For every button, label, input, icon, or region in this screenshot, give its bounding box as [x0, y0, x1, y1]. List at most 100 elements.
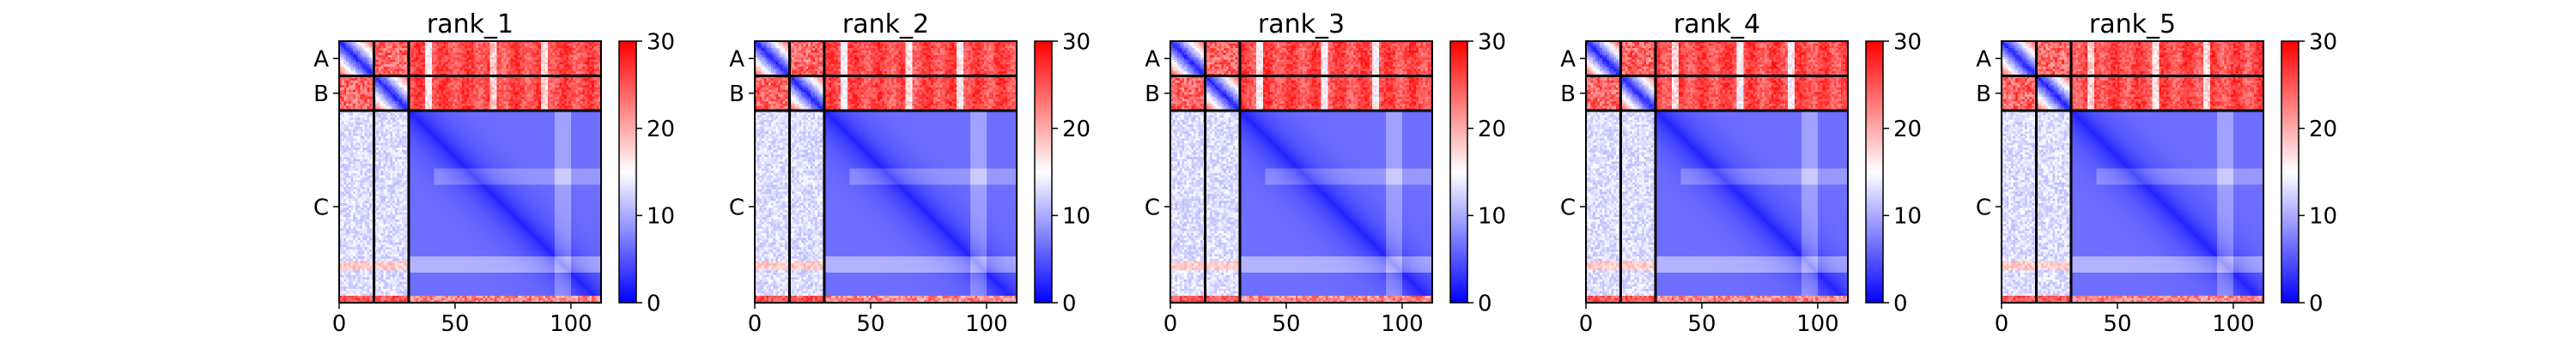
y-tick-label: A: [1976, 47, 1991, 73]
heatmap-row: [1170, 214, 1432, 218]
heatmap-row: [2002, 135, 2263, 139]
heatmap-row: [1586, 66, 1848, 69]
heatmap-row: [2002, 55, 2263, 58]
heatmap-row: [2002, 52, 2263, 56]
heatmap-row: [1586, 244, 1848, 248]
heatmap-row: [1170, 156, 1432, 160]
heatmap-row: [2002, 242, 2263, 246]
heatmap-row: [1586, 142, 1848, 147]
heatmap-row: [1170, 293, 1432, 297]
heatmap-row: [755, 293, 1017, 297]
heatmap-row: [1586, 281, 1848, 286]
heatmap-row: [339, 172, 601, 177]
heatmap-row: [339, 291, 601, 294]
heatmap-row: [2002, 119, 2263, 123]
colorbar-tick-label: 10: [2309, 204, 2337, 230]
heatmap-row: [2002, 92, 2263, 95]
heatmap-row: [2002, 281, 2263, 286]
heatmap-row: [339, 212, 601, 216]
heatmap-row: [339, 165, 601, 170]
heatmap-row: [1586, 254, 1848, 257]
heatmap-row: [755, 142, 1017, 147]
heatmap-row: [2002, 69, 2263, 72]
heatmap-row: [1586, 249, 1848, 253]
heatmap-row: [1586, 112, 1848, 116]
heatmap-row: [755, 131, 1017, 135]
heatmap-row: [1586, 133, 1848, 137]
heatmap-row: [1586, 135, 1848, 139]
colorbar-tick-label: 30: [2309, 29, 2337, 55]
heatmap-row: [2002, 178, 2263, 181]
heatmap-row: [755, 226, 1017, 230]
heatmap-row: [339, 179, 601, 184]
heatmap-row: [755, 59, 1017, 63]
heatmap-row: [2002, 261, 2263, 264]
heatmap-row: [1170, 184, 1432, 188]
heatmap-row: [339, 55, 601, 58]
heatmap-row: [2002, 175, 2263, 178]
heatmap-row: [1170, 75, 1432, 79]
heatmap-row: [755, 300, 1017, 304]
heatmap-row: [1170, 129, 1432, 132]
y-tick-label: B: [1976, 81, 1991, 107]
heatmap-row: [2002, 258, 2263, 262]
heatmap-row: [339, 277, 601, 280]
heatmap-row: [2002, 295, 2263, 299]
colorbar-tick-label: 30: [1478, 29, 1506, 55]
heatmap-row: [755, 135, 1017, 139]
heatmap-row: [1586, 242, 1848, 246]
heatmap-row: [755, 41, 1017, 45]
heatmap-row: [2002, 228, 2263, 232]
heatmap-row: [755, 164, 1017, 167]
heatmap-row: [1170, 161, 1432, 165]
heatmap-row: [2002, 124, 2263, 128]
heatmap-row: [339, 75, 601, 79]
heatmap-row: [339, 156, 601, 160]
heatmap-row: [339, 198, 601, 202]
heatmap-row: [339, 274, 601, 278]
heatmap-row: [755, 205, 1017, 208]
heatmap-row: [339, 59, 601, 63]
heatmap-row: [1586, 43, 1848, 46]
heatmap-row: [2002, 263, 2263, 267]
heatmap-row: [1586, 45, 1848, 49]
heatmap-row: [1586, 165, 1848, 170]
heatmap-row: [339, 214, 601, 218]
colorbar-tick-label: 30: [647, 29, 675, 55]
colorbar-tick-label: 20: [1062, 117, 1091, 142]
heatmap-row: [2002, 208, 2263, 211]
heatmap-row: [2002, 201, 2263, 204]
heatmap-row: [339, 149, 601, 153]
heatmap-row: [1586, 50, 1848, 54]
heatmap-row: [1170, 80, 1432, 84]
heatmap-row: [2002, 82, 2263, 86]
colorbar-tick-label: 10: [647, 204, 675, 230]
heatmap-row: [339, 80, 601, 84]
heatmap-row: [1586, 187, 1848, 190]
heatmap-row: [1170, 201, 1432, 204]
pae-panel: rank_1 AB C 0 50 100 0 10 20 30: [313, 9, 675, 337]
heatmap-row: [755, 149, 1017, 153]
heatmap-row: [339, 171, 601, 174]
heatmap-row: [2002, 48, 2263, 51]
heatmap-row: [755, 288, 1017, 292]
heatmap-row: [339, 131, 601, 135]
heatmap-row: [1586, 138, 1848, 141]
heatmap-row: [755, 50, 1017, 54]
heatmap-row: [339, 280, 601, 283]
heatmap-row: [1586, 272, 1848, 276]
axes-frame: [754, 40, 1018, 304]
pae-panel: rank_5 AB C 0 50 100 0 10 20 30: [1976, 9, 2337, 337]
heatmap-row: [1170, 165, 1432, 170]
heatmap-row: [2002, 57, 2263, 61]
colorbar-tick-label: 0: [1478, 291, 1492, 316]
heatmap-row: [1170, 277, 1432, 280]
heatmap-row: [1586, 191, 1848, 195]
panel-title: rank_5: [2089, 9, 2176, 39]
heatmap-row: [755, 277, 1017, 280]
heatmap-row: [1586, 293, 1848, 297]
heatmap-row: [2002, 115, 2263, 118]
heatmap-row: [339, 298, 601, 301]
heatmap-row: [339, 41, 601, 45]
